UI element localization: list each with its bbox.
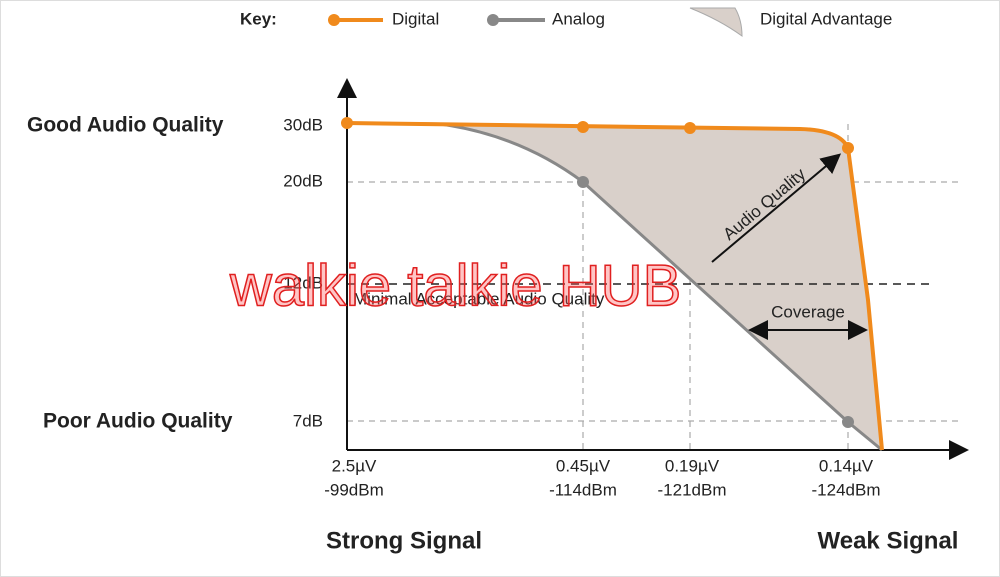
- digital-dot: [684, 122, 696, 134]
- y-label: 12dB: [283, 273, 323, 292]
- x-label-dbm: -124dBm: [812, 480, 881, 499]
- coverage-label: Coverage: [771, 302, 845, 321]
- analog-dot: [577, 176, 589, 188]
- x-label-voltage: 0.45µV: [556, 456, 611, 475]
- y-label: 20dB: [283, 171, 323, 190]
- y-label: 7dB: [293, 411, 323, 430]
- y-label: 30dB: [283, 115, 323, 134]
- key-advantage-icon: [689, 7, 743, 37]
- good-quality-label: Good Audio Quality: [27, 114, 224, 137]
- poor-quality-label: Poor Audio Quality: [43, 410, 233, 433]
- analog-dot: [842, 416, 854, 428]
- digital-dot: [842, 142, 854, 154]
- key-title: Key:: [240, 9, 277, 28]
- audio-quality-arrow: [711, 153, 842, 263]
- key-analog: Analog: [552, 9, 605, 28]
- digital-dot: [341, 117, 353, 129]
- key-advantage: Digital Advantage: [760, 9, 892, 28]
- x-label-voltage: 2.5µV: [332, 456, 377, 475]
- weak-signal-label: Weak Signal: [818, 527, 959, 554]
- x-label-voltage: 0.19µV: [665, 456, 720, 475]
- digital-dot: [577, 121, 589, 133]
- key-analog-dot: [487, 14, 499, 26]
- strong-signal-label: Strong Signal: [326, 527, 482, 554]
- advantage-area: [347, 123, 882, 450]
- x-label-voltage: 0.14µV: [819, 456, 874, 475]
- x-label-dbm: -121dBm: [658, 480, 727, 499]
- x-label-dbm: -99dBm: [324, 480, 384, 499]
- watermark: walkie talkie HUB: [229, 253, 681, 318]
- key-digital: Digital: [392, 9, 439, 28]
- x-label-dbm: -114dBm: [549, 480, 617, 499]
- threshold-label: Minimal Acceptable Audio Quality: [353, 289, 605, 308]
- key-digital-dot: [328, 14, 340, 26]
